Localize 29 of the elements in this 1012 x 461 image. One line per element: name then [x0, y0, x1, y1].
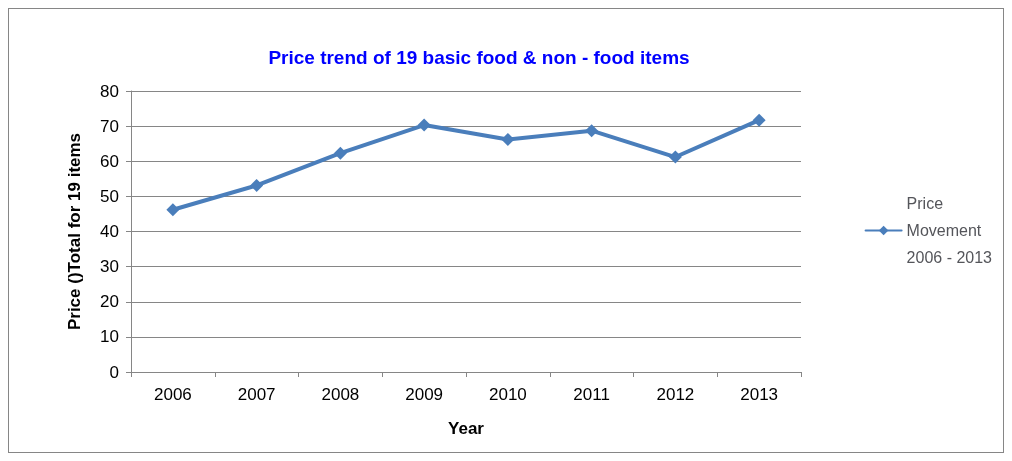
- legend-label: Price Movement 2006 - 2013: [906, 195, 993, 266]
- point: [333, 146, 347, 160]
- point: [501, 132, 515, 146]
- y-tick-label: 20: [100, 292, 119, 312]
- point: [250, 178, 264, 192]
- point: [585, 124, 599, 138]
- x-tick-label: 2011: [573, 385, 610, 404]
- x-tick-label: 2010: [488, 385, 527, 404]
- y-tick-label: 60: [100, 151, 119, 171]
- x-tick-label: 2013: [740, 385, 779, 404]
- x-axis-title: Year: [448, 419, 485, 438]
- point: [752, 113, 766, 127]
- chart-title: Price trend of 19 basic food & non - food items: [268, 47, 690, 68]
- y-tick-label: 10: [100, 327, 119, 347]
- x-tick-label: 2009: [405, 385, 444, 404]
- x-tick-label: 2008: [321, 385, 360, 404]
- y-tick-label: 30: [100, 257, 119, 277]
- x-tick-label: 2012: [656, 385, 695, 404]
- y-tick-label: 80: [100, 81, 119, 101]
- y-tick-label: 50: [100, 186, 119, 206]
- y-tick-label: 40: [100, 222, 119, 241]
- y-axis-title: Price ()Total for 19 items: [65, 132, 84, 331]
- x-tick-label: 2007: [237, 385, 276, 404]
- point: [668, 150, 682, 164]
- x-tick-label: 2006: [153, 385, 192, 404]
- y-tick-label: 70: [100, 116, 119, 136]
- point: [417, 118, 431, 132]
- y-tick-label: 0: [109, 362, 119, 382]
- point: [166, 203, 180, 217]
